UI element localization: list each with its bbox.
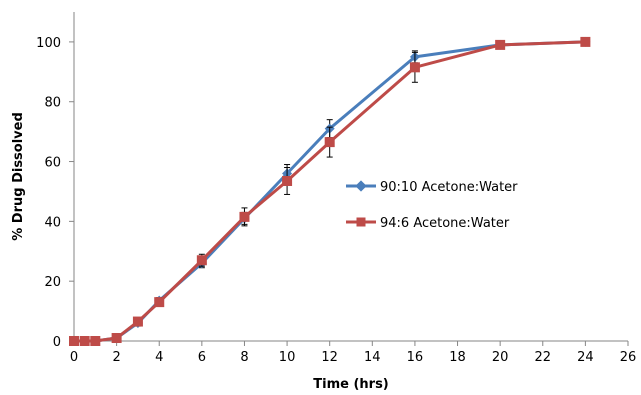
series-1 [69, 36, 591, 346]
y-tick-label: 100 [36, 36, 61, 51]
x-axis-title: Time (hrs) [313, 377, 389, 392]
data-point [132, 316, 143, 327]
y-tick-label: 40 [44, 215, 61, 230]
data-point [239, 211, 250, 222]
x-tick-label: 20 [492, 350, 509, 365]
data-point [409, 62, 420, 73]
x-tick-label: 24 [577, 350, 594, 365]
data-point [580, 36, 591, 47]
x-tick-label: 12 [321, 350, 338, 365]
legend-entry-0: 90:10 Acetone:Water [346, 180, 518, 195]
x-tick-label: 18 [449, 350, 466, 365]
x-tick-label: 0 [70, 350, 78, 365]
data-point [79, 336, 90, 346]
data-point [154, 297, 165, 308]
x-tick-label: 2 [112, 350, 120, 365]
x-tick-label: 14 [364, 350, 381, 365]
y-tick-label: 0 [53, 335, 61, 350]
x-axis-ticks: 0 2 4 6 8 10 12 14 16 18 20 22 24 26 [70, 341, 636, 365]
y-tick-label: 60 [44, 156, 61, 171]
data-point [111, 333, 122, 344]
legend-label-1: 94:6 Acetone:Water [380, 216, 510, 231]
legend: 90:10 Acetone:Water 94:6 Acetone:Water [346, 180, 518, 231]
axes [73, 12, 628, 342]
legend-entry-1: 94:6 Acetone:Water [346, 216, 510, 231]
data-point [324, 137, 335, 148]
x-tick-label: 16 [407, 350, 424, 365]
y-tick-label: 20 [44, 275, 61, 290]
y-tick-label: 80 [44, 96, 61, 111]
x-tick-label: 22 [534, 350, 551, 365]
series-group [69, 36, 591, 346]
x-tick-label: 8 [240, 350, 248, 365]
data-point [69, 336, 79, 346]
legend-label-0: 90:10 Acetone:Water [380, 180, 518, 195]
y-axis-title: % Drug Dissolved [11, 112, 26, 241]
x-tick-label: 4 [155, 350, 163, 365]
data-point [495, 39, 506, 50]
data-point [90, 336, 101, 346]
x-tick-label: 26 [620, 350, 637, 365]
data-point [282, 175, 293, 186]
data-point [196, 255, 207, 266]
y-axis-ticks: 0 20 40 60 80 100 [36, 36, 74, 350]
x-tick-label: 6 [198, 350, 206, 365]
x-tick-label: 10 [279, 350, 296, 365]
